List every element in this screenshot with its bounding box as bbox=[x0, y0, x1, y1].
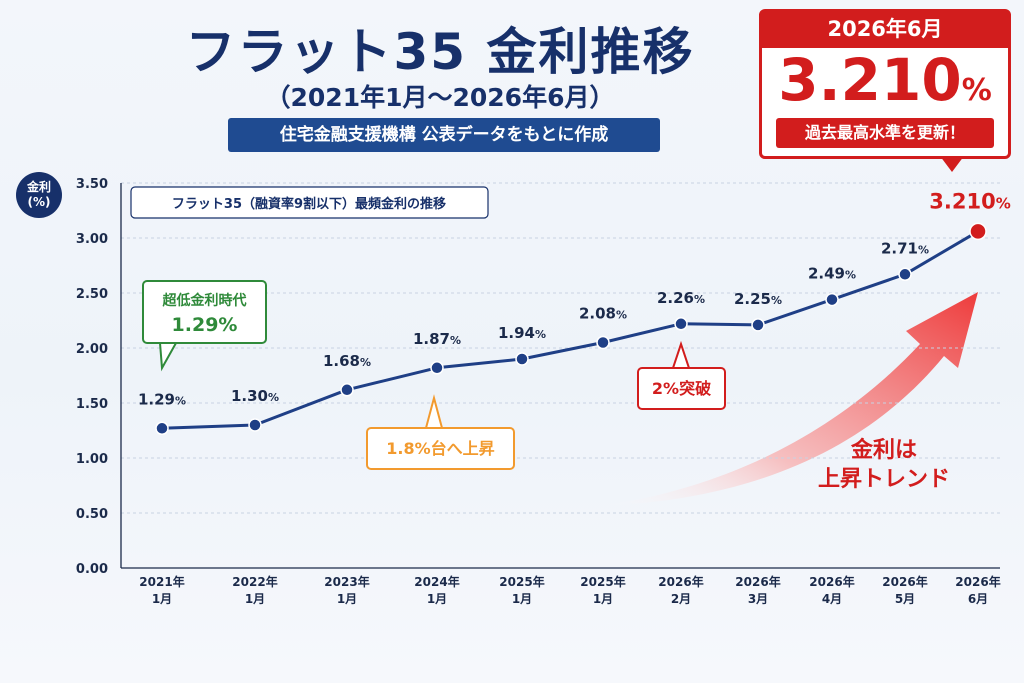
y-axis-badge-label: 金利 bbox=[26, 180, 51, 194]
data-labels: 1.29% 1.30% 1.68% 1.87% 1.94% 2.08% 2.26% 2.25%… bbox=[138, 189, 1011, 408]
grid-lines bbox=[121, 182, 1000, 514]
callout-low-rate-title: 超低金利時代 bbox=[162, 293, 247, 309]
data-label: 1.68% bbox=[323, 352, 371, 370]
callout-low-rate: 超低金利時代 1.29% bbox=[142, 280, 267, 344]
data-point bbox=[898, 267, 912, 282]
x-tick-label: 2025年 1月 bbox=[580, 574, 625, 606]
y-tick-label: 1.50 bbox=[76, 397, 108, 412]
data-point bbox=[515, 352, 529, 366]
badge-value-number: 3.210 bbox=[778, 46, 962, 114]
x-tick-label: 2026年 2月 bbox=[658, 574, 703, 606]
latest-rate-badge: 2026年6月 3.210% 過去最高水準を更新！ bbox=[759, 9, 1011, 172]
x-tick-label: 2021年 1月 bbox=[139, 574, 184, 606]
page-subtitle: （2021年1月〜2026年6月） bbox=[265, 83, 615, 112]
data-point bbox=[155, 421, 169, 436]
data-label: 1.94% bbox=[498, 324, 546, 342]
inner-title-box bbox=[130, 186, 489, 219]
data-label: 1.87% bbox=[413, 330, 461, 348]
data-label: 2.49% bbox=[808, 265, 856, 283]
latest-point bbox=[969, 222, 987, 241]
series-line bbox=[161, 230, 979, 430]
x-tick-label: 2026年 4月 bbox=[809, 574, 854, 606]
callout-low-rate-value: 1.29% bbox=[171, 314, 238, 336]
source-banner: 住宅金融支援機構 公表データをもとに作成 bbox=[228, 118, 660, 152]
x-tick-label: 2025年 1月 bbox=[499, 574, 544, 606]
inner-title: フラット35（融資率9割以下）最頻金利の推移 bbox=[172, 196, 446, 212]
data-point bbox=[340, 383, 354, 397]
data-point bbox=[430, 361, 444, 375]
callout-break-2: 2%突破 bbox=[637, 367, 726, 410]
trend-label-line1: 金利は bbox=[850, 438, 917, 463]
y-tick-label: 0.00 bbox=[76, 562, 108, 577]
data-label: 1.30% bbox=[231, 387, 279, 405]
x-tick-label: 2023年 1月 bbox=[324, 574, 369, 606]
y-tick-label: 3.50 bbox=[76, 177, 108, 192]
y-axis-badge: 金利 (%) bbox=[16, 172, 62, 218]
green-callout-tail bbox=[158, 342, 178, 372]
axes: 0.00 0.50 1.00 1.50 2.00 2.50 3.00 3.50 2021年 1月 2… bbox=[76, 177, 1001, 606]
series-line-group bbox=[155, 222, 987, 436]
data-point bbox=[596, 335, 610, 350]
data-label: 2.25% bbox=[734, 290, 782, 308]
x-tick-label: 2026年 6月 bbox=[955, 574, 1000, 606]
y-tick-label: 2.50 bbox=[76, 287, 108, 302]
data-point bbox=[248, 418, 262, 432]
x-tick-label: 2024年 1月 bbox=[414, 574, 459, 606]
y-axis-badge-unit: (%) bbox=[27, 195, 51, 209]
data-point bbox=[751, 318, 765, 332]
x-tick-label: 2026年 5月 bbox=[882, 574, 927, 606]
data-label: 2.08% bbox=[579, 305, 627, 323]
badge-value-unit: % bbox=[961, 73, 992, 108]
x-tick-label: 2026年 3月 bbox=[735, 574, 780, 606]
data-label: 2.71% bbox=[881, 239, 929, 257]
trend-label: 金利は 上昇トレンド bbox=[814, 436, 954, 494]
page-title: フラット35 金利推移 bbox=[185, 23, 695, 81]
y-tick-label: 0.50 bbox=[76, 507, 108, 522]
data-label: 2.26% bbox=[657, 289, 705, 307]
data-label: 1.29% bbox=[138, 390, 186, 408]
badge-value: 3.210% bbox=[762, 50, 1008, 121]
y-tick-label: 2.00 bbox=[76, 342, 108, 357]
callout-rise-1-8: 1.8%台へ上昇 bbox=[366, 427, 515, 470]
badge-period: 2026年6月 bbox=[762, 12, 1008, 48]
x-tick-label: 2022年 1月 bbox=[232, 574, 277, 606]
badge-tail bbox=[940, 156, 964, 172]
data-label: 3.210% bbox=[929, 189, 1010, 213]
data-point bbox=[674, 317, 688, 331]
y-tick-label: 3.00 bbox=[76, 232, 108, 247]
y-tick-label: 1.00 bbox=[76, 452, 108, 467]
trend-label-line2: 上昇トレンド bbox=[817, 467, 950, 492]
data-point bbox=[825, 292, 839, 307]
trend-arrow bbox=[600, 292, 978, 506]
badge-note: 過去最高水準を更新！ bbox=[776, 118, 994, 148]
